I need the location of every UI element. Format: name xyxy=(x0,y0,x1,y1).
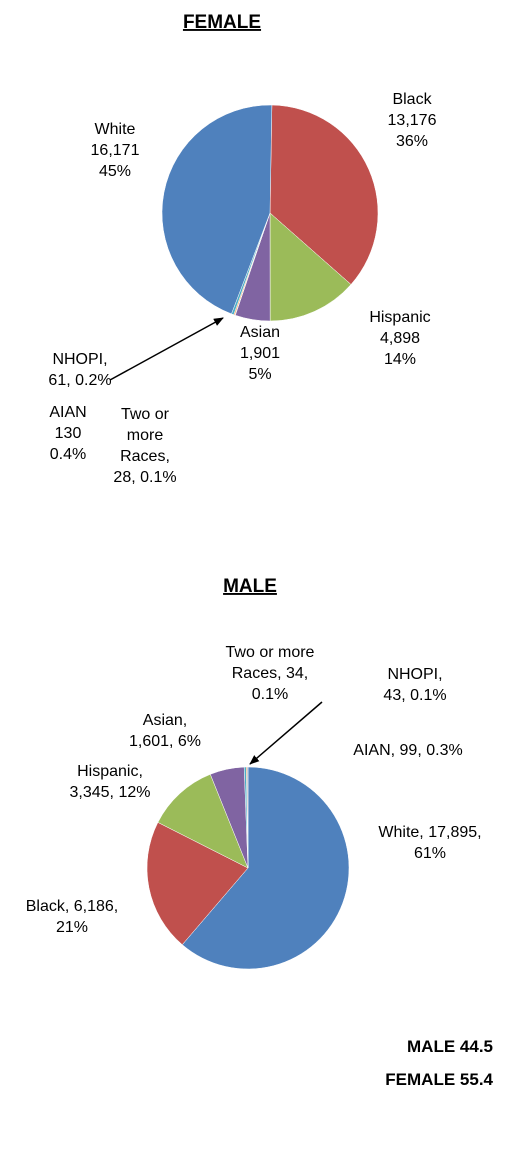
data-label-line: 0.4% xyxy=(50,446,86,463)
data-label-line: 4,898 xyxy=(380,330,420,347)
data-label-line: 130 xyxy=(55,425,82,442)
pie-slice xyxy=(247,766,249,869)
summary-value: 44.5 xyxy=(460,1037,493,1056)
data-label: Asian 1,901 5% xyxy=(240,324,280,383)
data-label-line: NHOPI, xyxy=(387,666,442,683)
data-label-line: Asian, xyxy=(143,712,187,729)
data-label: Black 13,176 36% xyxy=(388,91,437,150)
data-label-line: Races, xyxy=(120,448,170,465)
chart-title: FEMALE xyxy=(183,12,261,33)
data-label: Asian, 1,601, 6% xyxy=(129,712,201,750)
pie-slice xyxy=(157,773,249,869)
annotation-arrow xyxy=(249,701,323,765)
data-label-line: 36% xyxy=(396,133,428,150)
data-label: White 16,171 45% xyxy=(91,121,140,180)
data-label-line: 1,901 xyxy=(240,345,280,362)
data-label-line: 1,601, 6% xyxy=(129,733,201,750)
data-label-line: 14% xyxy=(384,351,416,368)
data-label-line: NHOPI, xyxy=(52,351,107,368)
data-label: Two or more Races, 34, 0.1% xyxy=(226,644,315,703)
data-label-line: 28, 0.1% xyxy=(113,469,176,486)
pie-slice xyxy=(181,766,350,970)
data-label: White, 17,895, 61% xyxy=(378,824,481,862)
data-label-line: Two or more xyxy=(226,644,315,661)
data-label: Hispanic 4,898 14% xyxy=(369,309,430,368)
data-label-line: Black xyxy=(392,91,432,108)
data-label: NHOPI, 43, 0.1% xyxy=(383,666,446,704)
data-label: AIAN, 99, 0.3% xyxy=(353,742,462,759)
data-label-line: Black, 6,186, xyxy=(26,898,119,915)
data-label: AIAN 130 0.4% xyxy=(49,404,86,463)
pie-slice xyxy=(269,104,379,285)
summary-line: FEMALE 55.4 xyxy=(385,1070,493,1089)
data-label-line: 16,171 xyxy=(91,142,140,159)
data-label-line: Hispanic, xyxy=(77,763,143,780)
data-label-line: Races, 34, xyxy=(232,665,308,682)
data-label: NHOPI, 61, 0.2% xyxy=(48,351,111,389)
data-label-line: 61% xyxy=(414,845,446,862)
data-label-line: AIAN, 99, 0.3% xyxy=(353,742,462,759)
data-label-line: 61, 0.2% xyxy=(48,372,111,389)
data-label-line: AIAN xyxy=(49,404,86,421)
data-label: Black, 6,186, 21% xyxy=(26,898,119,936)
pie-slice xyxy=(146,822,249,946)
summary-label: FEMALE xyxy=(385,1070,455,1089)
data-label-line: 5% xyxy=(248,366,271,383)
summary-value: 55.4 xyxy=(460,1070,494,1089)
annotation-arrow xyxy=(109,317,224,381)
data-label: Two or more Races, 28, 0.1% xyxy=(113,406,176,486)
chart-title: MALE xyxy=(223,576,277,597)
summary-line: MALE 44.5 xyxy=(407,1037,493,1056)
data-label-line: 13,176 xyxy=(388,112,437,129)
data-label-line: Asian xyxy=(240,324,280,341)
summary-label: MALE xyxy=(407,1037,455,1056)
data-label-line: White xyxy=(95,121,136,138)
data-label-line: more xyxy=(127,427,164,444)
data-label-line: 3,345, 12% xyxy=(70,784,151,801)
data-label-line: 45% xyxy=(99,163,131,180)
data-label: Hispanic, 3,345, 12% xyxy=(70,763,151,801)
pie-slice xyxy=(269,212,352,322)
data-label-line: Hispanic xyxy=(369,309,430,326)
data-label-line: White, 17,895, xyxy=(378,824,481,841)
data-label-line: 0.1% xyxy=(252,686,288,703)
data-label-line: 43, 0.1% xyxy=(383,687,446,704)
pie-slice xyxy=(161,104,273,315)
data-label-line: Two or xyxy=(121,406,170,423)
data-label-line: 21% xyxy=(56,919,88,936)
